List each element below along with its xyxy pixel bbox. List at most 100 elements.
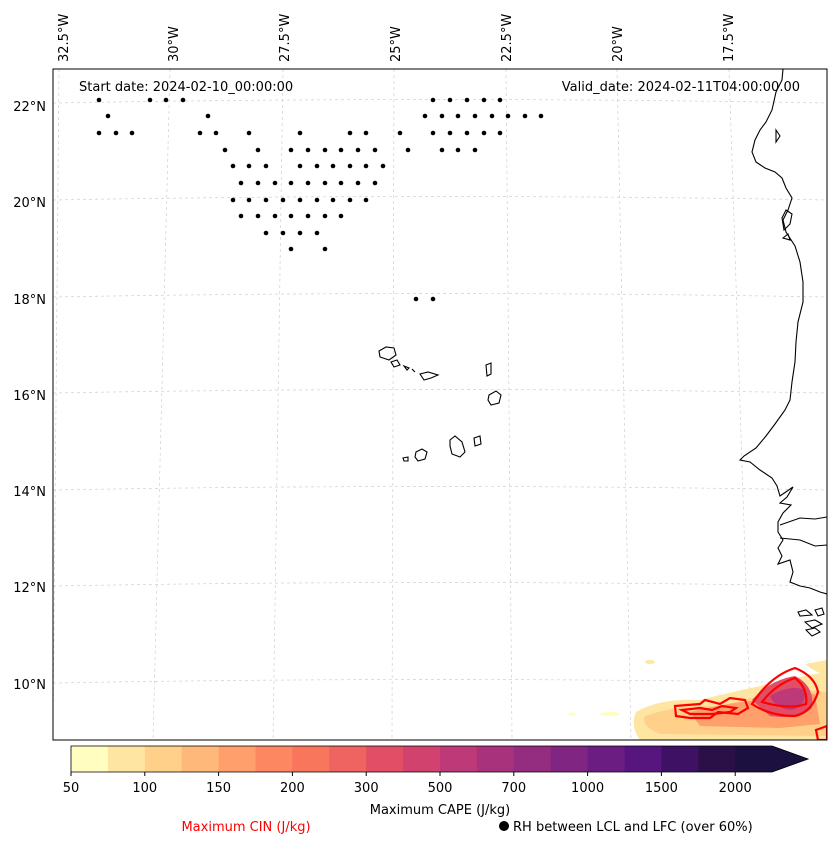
rh-dot xyxy=(538,113,544,119)
rh-dot xyxy=(288,246,294,252)
island-maio xyxy=(473,435,482,447)
colorbar-cell xyxy=(587,746,625,772)
rh-dot xyxy=(238,180,244,186)
rh-dot xyxy=(263,230,269,236)
rh-dot xyxy=(263,197,269,203)
rh-dot xyxy=(205,113,211,119)
colorbar-cell xyxy=(698,746,736,772)
colorbar-cell xyxy=(440,746,478,772)
lat-label-16n: 16°N xyxy=(13,389,46,404)
rh-dot xyxy=(246,197,252,203)
africa-coastline xyxy=(738,69,827,595)
rh-dot xyxy=(472,147,478,153)
rh-dot xyxy=(338,180,344,186)
rh-dot xyxy=(505,113,511,119)
rh-dot xyxy=(288,180,294,186)
colorbar-extension xyxy=(772,746,809,772)
lat-label-14n: 14°N xyxy=(13,485,46,500)
colorbar-ticks: 50 100 150 200 300 500 700 1000 1500 2000 xyxy=(63,772,752,796)
lat-label-20n: 20°N xyxy=(13,196,46,211)
rh-dot xyxy=(447,97,453,103)
rh-dot xyxy=(147,97,153,103)
rh-dot xyxy=(297,197,303,203)
rh-legend-label: RH between LCL and LFC (over 60%) xyxy=(513,820,753,835)
lat-label-12n: 12°N xyxy=(13,581,46,596)
start-date-label: Start date: 2024-02-10_00:00:00 xyxy=(79,80,293,95)
colorbar-tick-label: 2000 xyxy=(719,781,752,796)
lon-label-25w: 25°W xyxy=(389,26,404,62)
lon-label-17-5w: 17.5°W xyxy=(722,14,737,62)
lon-label-27-5w: 27.5°W xyxy=(278,14,293,62)
rh-dot xyxy=(255,213,261,219)
longitude-labels: 32.5°W 30°W 27.5°W 25°W 22.5°W 20°W 17.5… xyxy=(57,14,737,62)
rh-dot xyxy=(163,97,169,103)
rh-dot xyxy=(105,113,111,119)
rh-dot xyxy=(280,230,286,236)
rh-dot xyxy=(363,130,369,136)
rh-dot xyxy=(230,197,236,203)
rh-dot xyxy=(288,147,294,153)
colorbar-cell xyxy=(550,746,589,772)
rh-dot xyxy=(238,213,244,219)
rh-dot xyxy=(481,130,487,136)
rh-dot xyxy=(372,147,378,153)
rh-dot xyxy=(347,197,353,203)
rh-dot xyxy=(522,113,528,119)
island-boa-vista xyxy=(487,390,502,406)
rh-dot xyxy=(322,246,328,252)
rh-dot xyxy=(455,113,461,119)
rh-dot xyxy=(430,130,436,136)
lat-label-22n: 22°N xyxy=(13,100,46,115)
rh-dot xyxy=(180,97,186,103)
rh-dot xyxy=(430,296,436,302)
rh-dot xyxy=(272,180,278,186)
rh-dot xyxy=(129,130,135,136)
colorbar-tick-label: 500 xyxy=(428,781,453,796)
rh-dot xyxy=(280,197,286,203)
rh-dot xyxy=(497,130,503,136)
rh-dot xyxy=(314,230,320,236)
rh-dot xyxy=(113,130,119,136)
rh-dot xyxy=(413,296,419,302)
colorbar-tick-label: 200 xyxy=(280,781,305,796)
rh-dot xyxy=(363,163,369,169)
rh-dot xyxy=(272,213,278,219)
rh-dot xyxy=(297,230,303,236)
rh-dot xyxy=(297,163,303,169)
rh-dot xyxy=(355,147,361,153)
rh-dot xyxy=(481,97,487,103)
island-santo-antao xyxy=(378,346,397,361)
lon-label-32-5w: 32.5°W xyxy=(57,14,72,62)
rh-dot xyxy=(213,130,219,136)
rh-dot xyxy=(363,197,369,203)
rh-dot xyxy=(397,130,403,136)
rh-dot xyxy=(246,130,252,136)
island-sao-nicolau xyxy=(419,371,440,381)
colorbar-tick-label: 300 xyxy=(354,781,379,796)
colorbar-cell xyxy=(71,746,109,772)
colorbar-tick-label: 1000 xyxy=(571,781,604,796)
rh-dot xyxy=(355,180,361,186)
colorbar-tick-label: 150 xyxy=(206,781,231,796)
map-frame xyxy=(52,68,828,741)
gridlines xyxy=(53,69,827,740)
rh-dot xyxy=(305,180,311,186)
colorbar-cell xyxy=(107,746,146,772)
cin-legend-label: Maximum CIN (J/kg) xyxy=(181,820,310,835)
rh-dot xyxy=(288,213,294,219)
rh-dot xyxy=(314,163,320,169)
colorbar-cell xyxy=(403,746,441,772)
rh-dot xyxy=(338,213,344,219)
colorbar-cell xyxy=(513,746,552,772)
rh-dot xyxy=(322,213,328,219)
rh-dot xyxy=(197,130,203,136)
rh-dot xyxy=(322,147,328,153)
rh-dot xyxy=(464,97,470,103)
rh-dot xyxy=(439,113,445,119)
rh-dot xyxy=(497,97,503,103)
latitude-labels: 22°N 20°N 18°N 16°N 14°N 12°N 10°N xyxy=(13,100,46,693)
rh-dot xyxy=(405,147,411,153)
rh-dot xyxy=(96,97,102,103)
rh-dots xyxy=(96,97,544,302)
